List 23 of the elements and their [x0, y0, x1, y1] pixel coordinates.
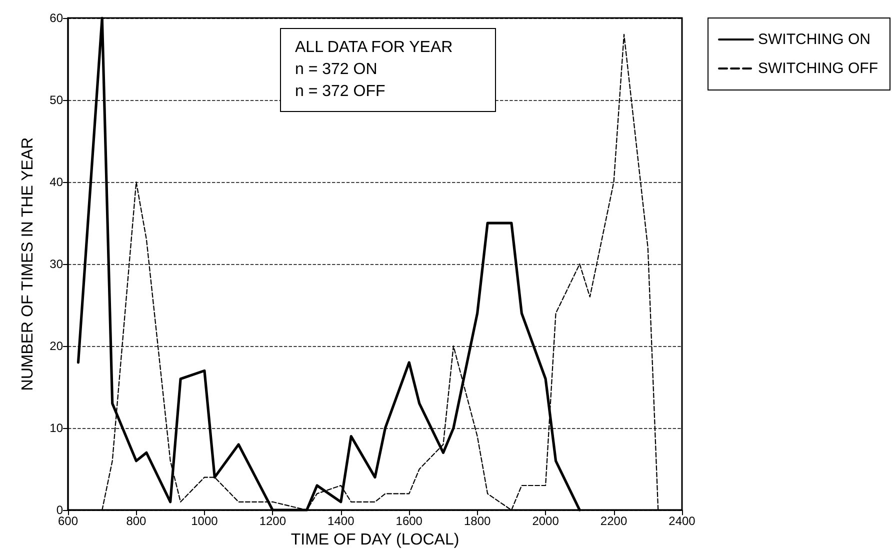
legend-label: SWITCHING OFF [758, 60, 878, 77]
x-tick-label: 2200 [600, 514, 628, 528]
x-tick-label: 1800 [464, 514, 492, 528]
x-tick-label: 1400 [328, 514, 355, 528]
x-tick-label: 1000 [191, 514, 218, 528]
x-tick-label: 2000 [532, 514, 560, 528]
x-tick-label: 1200 [259, 514, 286, 528]
x-axis-title: TIME OF DAY (LOCAL) [290, 532, 460, 548]
annotation: n = 372 ON [295, 60, 378, 80]
note-box: ALL DATA FOR YEAR n = 372 ON n = 372 OFF [280, 28, 496, 112]
annotation: ALL DATA FOR YEAR [295, 38, 454, 58]
x-tick-label: 1600 [396, 514, 423, 528]
y-tick-label: 50 [50, 93, 64, 108]
x-tick-label: 2400 [668, 514, 696, 528]
x-tick-label: 800 [126, 514, 147, 528]
y-axis-title: NUMBER OF TIMES IN THE YEAR [20, 137, 36, 391]
y-tick-label: 30 [50, 257, 64, 272]
y-tick-label: 40 [50, 175, 64, 190]
y-tick-label: 20 [50, 339, 64, 354]
y-tick-label: 60 [50, 11, 64, 25]
annotation: n = 372 OFF [295, 82, 386, 102]
y-tick-label: 10 [50, 421, 64, 436]
legend-label: SWITCHING ON [758, 31, 871, 48]
